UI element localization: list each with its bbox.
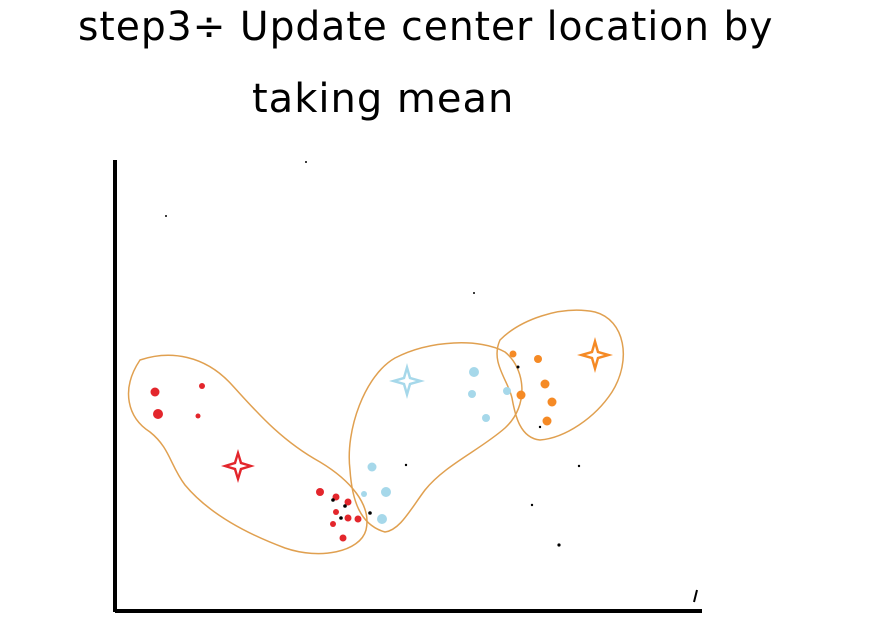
blue-point bbox=[381, 487, 391, 497]
red-point bbox=[344, 514, 352, 522]
red-point bbox=[339, 534, 347, 542]
blue-cluster-points bbox=[361, 367, 511, 524]
red-point bbox=[195, 413, 201, 419]
step-title-line-1: step3÷ Update center location by bbox=[78, 4, 774, 50]
red-point bbox=[316, 488, 324, 496]
black-dot bbox=[343, 504, 347, 508]
orange-point bbox=[516, 390, 526, 400]
step-title-line-2: taking mean bbox=[252, 76, 515, 122]
red-point bbox=[330, 521, 336, 527]
red-point bbox=[153, 409, 163, 419]
orange-point bbox=[509, 350, 517, 358]
red-point bbox=[344, 498, 352, 506]
orange-centroid-star-icon bbox=[577, 337, 613, 373]
black-dot bbox=[557, 543, 561, 547]
stray-black-dots bbox=[165, 161, 581, 547]
x-axis-tick bbox=[693, 589, 698, 603]
black-dot bbox=[331, 498, 335, 502]
blue-point bbox=[367, 462, 377, 472]
black-dot bbox=[339, 516, 343, 520]
black-dot bbox=[538, 425, 542, 429]
black-dot bbox=[165, 215, 167, 217]
orange-point bbox=[534, 355, 542, 363]
blue-point bbox=[469, 367, 479, 377]
black-dot bbox=[516, 365, 520, 369]
orange-point bbox=[547, 397, 557, 407]
red-cluster-outline bbox=[127, 354, 368, 555]
red-point bbox=[199, 383, 205, 389]
blue-point bbox=[361, 491, 367, 497]
red-point bbox=[150, 387, 160, 397]
blue-point bbox=[482, 414, 490, 422]
red-point bbox=[333, 509, 339, 515]
black-dot bbox=[404, 463, 408, 467]
red-point bbox=[354, 515, 362, 523]
red-centroid-star-icon bbox=[221, 449, 255, 483]
orange-cluster-points bbox=[509, 350, 557, 426]
black-dot bbox=[368, 511, 372, 515]
black-dot bbox=[577, 464, 581, 468]
orange-cluster-outline bbox=[496, 309, 625, 441]
red-cluster-points bbox=[150, 383, 362, 542]
black-dot bbox=[305, 161, 307, 163]
blue-point bbox=[377, 514, 387, 524]
black-dot bbox=[473, 292, 475, 294]
orange-point bbox=[540, 379, 550, 389]
orange-point bbox=[542, 416, 552, 426]
blue-point bbox=[468, 390, 476, 398]
blue-cluster-outline bbox=[348, 342, 523, 533]
blue-point bbox=[503, 387, 511, 395]
black-dot bbox=[530, 503, 534, 507]
blue-centroid-star-icon bbox=[389, 363, 425, 399]
